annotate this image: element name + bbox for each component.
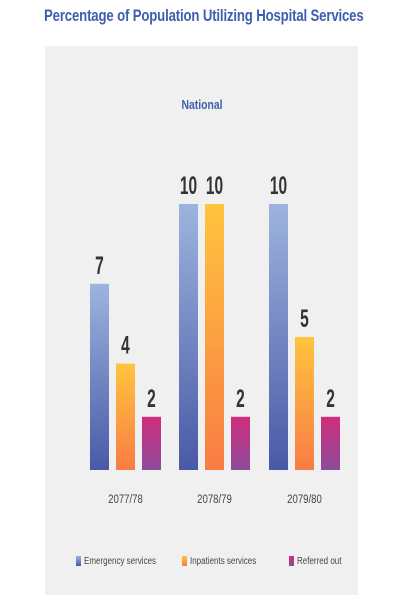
data-label-emergency-0: 7 <box>95 252 104 280</box>
legend-item-emergency: Emergency services <box>76 553 174 569</box>
data-label-emergency-2: 10 <box>270 172 287 200</box>
page-title: Percentage of Population Utilizing Hospi… <box>44 7 364 25</box>
legend: Emergency services Inpatients services R… <box>45 553 358 569</box>
bar-inpatients-2 <box>295 337 314 470</box>
x-tick-label-2: 2079/80 <box>287 493 322 506</box>
bar-emergency-0 <box>90 283 109 470</box>
bar-referred-1 <box>231 416 250 470</box>
bar-emergency-1 <box>179 204 198 470</box>
bar-emergency-2 <box>269 204 288 470</box>
legend-label-emergency: Emergency services <box>84 555 157 567</box>
bars-layer <box>90 204 340 470</box>
legend-swatch-inpatients <box>182 556 187 566</box>
bar-referred-2 <box>321 416 340 470</box>
data-label-emergency-1: 10 <box>180 172 197 200</box>
data-label-inpatients-2: 5 <box>300 305 309 333</box>
data-label-inpatients-1: 10 <box>206 172 223 200</box>
legend-item-inpatients: Inpatients services <box>182 553 273 569</box>
chart-subtitle: National <box>181 98 222 112</box>
legend-swatch-emergency <box>76 556 81 566</box>
legend-swatch-referred <box>289 556 294 566</box>
data-label-referred-1: 2 <box>236 385 245 413</box>
x-tick-label-0: 2077/78 <box>108 493 143 506</box>
bar-inpatients-0 <box>116 363 135 470</box>
legend-item-referred: Referred out <box>289 553 353 569</box>
bar-inpatients-1 <box>205 204 224 470</box>
chart-panel: National 7 4 2 10 10 2 10 5 2 2077/78 2078/79 2079… <box>45 46 358 595</box>
data-label-inpatients-0: 4 <box>121 332 130 360</box>
x-tick-labels: 2077/78 2078/79 2079/80 <box>108 493 322 506</box>
legend-label-referred: Referred out <box>297 555 342 567</box>
legend-label-inpatients: Inpatients services <box>190 555 257 567</box>
data-label-referred-0: 2 <box>147 385 156 413</box>
data-label-referred-2: 2 <box>326 385 335 413</box>
bar-referred-0 <box>142 416 161 470</box>
x-tick-label-1: 2078/79 <box>197 493 232 506</box>
